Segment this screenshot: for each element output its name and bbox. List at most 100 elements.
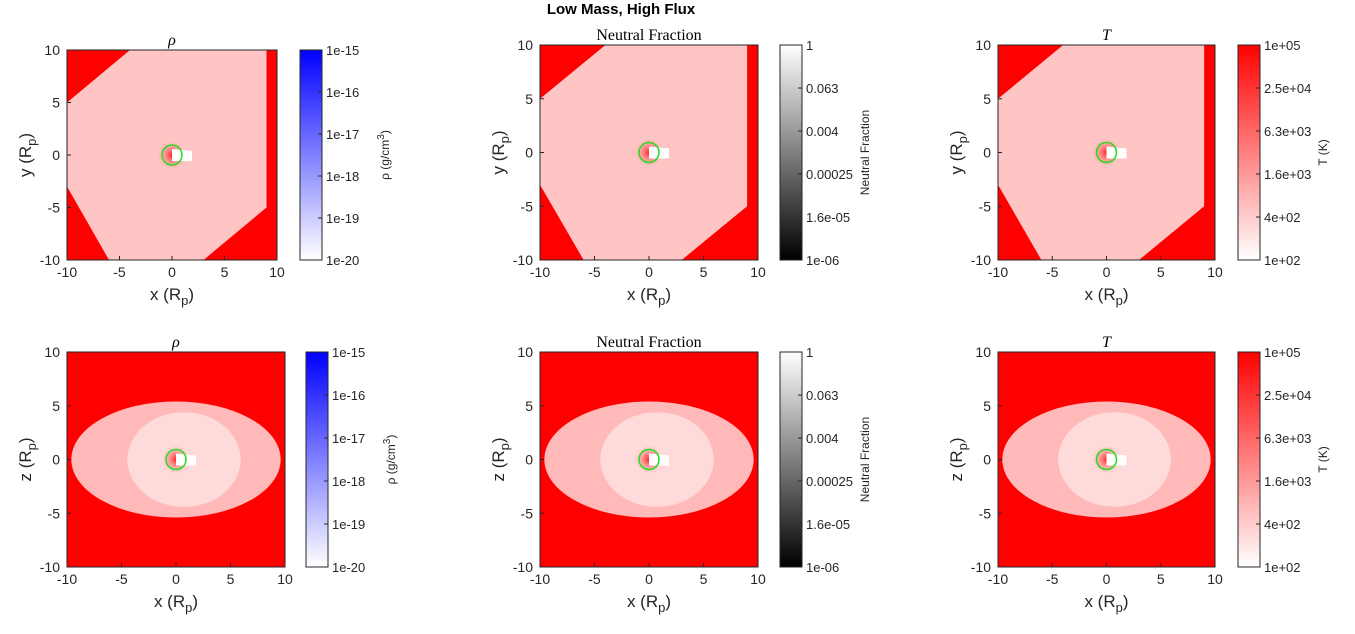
- colorbar-tick-label: 0.063: [806, 81, 839, 96]
- colorbar-tick-label: 1: [806, 345, 813, 360]
- y-tick-label: -10: [40, 559, 60, 575]
- x-tick-label: -10: [57, 571, 77, 587]
- planet-circle: [638, 141, 660, 164]
- x-tick-label: 10: [1207, 571, 1223, 587]
- colorbar: [1237, 44, 1261, 261]
- colorbar-tick-label: 1e-19: [332, 517, 365, 532]
- colorbar-tick-label: 1e-18: [332, 474, 365, 489]
- plot-area-p4: [67, 352, 285, 567]
- colorbar-tick-label: 1.6e+03: [1264, 167, 1311, 182]
- colorbar-tick-label: 2.5e+04: [1264, 81, 1311, 96]
- planet-circle: [165, 448, 187, 471]
- y-tick-label: -5: [979, 505, 992, 521]
- y-axis-label: y (Rp): [16, 133, 39, 177]
- x-tick-label: 5: [1157, 264, 1165, 280]
- y-tick-label: 5: [983, 398, 991, 414]
- planet-circle: [638, 448, 660, 471]
- y-tick-label: -5: [48, 200, 61, 216]
- x-tick-label: -10: [57, 264, 77, 280]
- x-tick-label: 5: [1157, 571, 1165, 587]
- y-axis-label: z (Rp): [16, 437, 39, 481]
- x-tick-label: 0: [168, 264, 176, 280]
- y-tick-label: 10: [517, 344, 533, 360]
- colorbar-tick-label: 1e-17: [326, 127, 359, 142]
- x-tick-label: 10: [1207, 264, 1223, 280]
- panel-title: Neutral Fraction: [596, 334, 701, 351]
- y-tick-label: -5: [48, 505, 61, 521]
- y-tick-label: -10: [513, 559, 533, 575]
- y-tick-label: 0: [52, 147, 60, 163]
- x-tick-label: 10: [277, 571, 293, 587]
- colorbar-tick-label: 1e+05: [1264, 38, 1301, 53]
- y-tick-label: -10: [513, 252, 533, 268]
- colorbar-tick-label: 0.004: [806, 124, 839, 139]
- x-axis-label: x (Rp): [150, 285, 194, 308]
- colorbar-label: Neutral Fraction: [858, 417, 872, 502]
- planet-circle: [161, 144, 183, 166]
- x-tick-label: 0: [1103, 571, 1111, 587]
- colorbar-tick-label: 1.6e+03: [1264, 474, 1311, 489]
- colorbar-tick-label: 6.3e+03: [1264, 431, 1311, 446]
- planet-circle: [1095, 448, 1118, 471]
- colorbar-tick-label: 1e-20: [326, 253, 359, 268]
- x-tick-label: 0: [172, 571, 180, 587]
- colorbar-label: ρ (g/cm3): [382, 435, 398, 485]
- plot-area-p5: [540, 352, 758, 567]
- colorbar-tick-label: 1e-18: [326, 169, 359, 184]
- panel-title: ρ: [171, 334, 180, 351]
- panel-title: ρ: [167, 32, 176, 49]
- colorbar-tick-label: 1e-17: [332, 431, 365, 446]
- colorbar-label: ρ (g/cm3): [376, 130, 392, 180]
- y-tick-label: -10: [40, 252, 60, 268]
- colorbar-tick-label: 0.00025: [806, 474, 853, 489]
- panel-title: Neutral Fraction: [596, 27, 701, 44]
- x-tick-label: -5: [1046, 264, 1059, 280]
- y-tick-label: 5: [525, 398, 533, 414]
- colorbar-tick-label: 4e+02: [1264, 517, 1301, 532]
- y-tick-label: -10: [971, 559, 991, 575]
- y-axis-label: z (Rp): [489, 437, 512, 481]
- y-tick-label: -5: [521, 505, 534, 521]
- colorbar-tick-label: 1e+02: [1264, 253, 1301, 268]
- y-axis-label: y (Rp): [947, 130, 970, 174]
- colorbar-tick-label: 2.5e+04: [1264, 388, 1311, 403]
- x-tick-label: -5: [1046, 571, 1059, 587]
- colorbar-tick-label: 1e-16: [332, 388, 365, 403]
- y-tick-label: 0: [525, 145, 533, 161]
- planet-circle: [1095, 141, 1118, 164]
- colorbar-tick-label: 0.00025: [806, 167, 853, 182]
- x-tick-label: -10: [530, 571, 550, 587]
- colorbar-tick-label: 4e+02: [1264, 210, 1301, 225]
- panel-p5: -10 -5 0 5 10 -10 -5 0 5 10 Neutral Fraction x (Rp)…: [489, 334, 872, 615]
- colorbar: [779, 44, 803, 261]
- x-tick-label: -5: [113, 264, 126, 280]
- y-tick-label: 5: [52, 398, 60, 414]
- panel-title: T: [1102, 334, 1112, 351]
- y-tick-label: -5: [521, 198, 534, 214]
- colorbar-tick-label: 1e+02: [1264, 560, 1301, 575]
- x-tick-label: 0: [1103, 264, 1111, 280]
- panel-p2: -10 -5 0 5 10 -10 -5 0 5 10 Neutral Fraction x (Rp)…: [489, 27, 872, 308]
- x-tick-label: -5: [588, 264, 601, 280]
- panel-p1: -10 -5 0 5 10 -10 -5 0 5 10 ρ x (Rp) y (Rp) 1e-20 1e-1…: [16, 32, 392, 308]
- colorbar: [1237, 351, 1261, 568]
- x-tick-label: -10: [988, 571, 1008, 587]
- colorbar-tick-label: 6.3e+03: [1264, 124, 1311, 139]
- x-tick-label: 5: [227, 571, 235, 587]
- colorbar-tick-label: 1e-15: [326, 43, 359, 58]
- y-axis-label: z (Rp): [947, 437, 970, 481]
- x-tick-label: 10: [750, 571, 766, 587]
- x-axis-label: x (Rp): [627, 285, 671, 308]
- x-tick-label: 5: [221, 264, 229, 280]
- y-tick-label: 10: [975, 344, 991, 360]
- y-tick-label: 10: [44, 42, 60, 58]
- y-tick-label: 0: [983, 452, 991, 468]
- x-tick-label: -10: [530, 264, 550, 280]
- panel-title: T: [1102, 27, 1112, 44]
- colorbar-tick-label: 1e-06: [806, 560, 839, 575]
- x-tick-label: 5: [700, 264, 708, 280]
- y-tick-label: 10: [975, 37, 991, 53]
- y-tick-label: 5: [983, 91, 991, 107]
- plot-area-p3: [998, 45, 1215, 260]
